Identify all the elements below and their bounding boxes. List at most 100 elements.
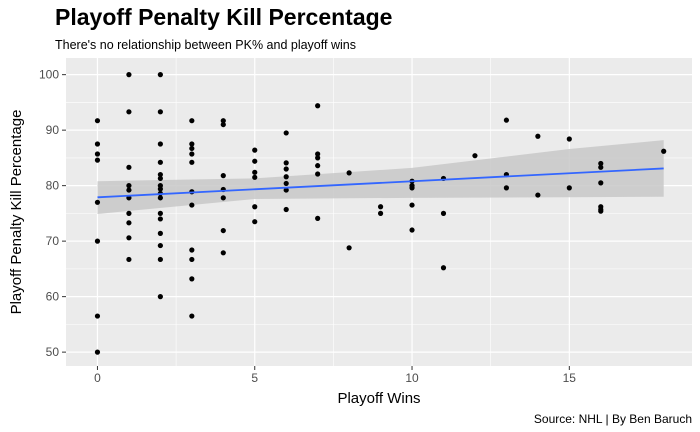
chart-title: Playoff Penalty Kill Percentage (55, 4, 393, 30)
data-point (598, 160, 604, 167)
data-point (220, 195, 226, 201)
data-point (283, 187, 289, 193)
confidence-band-area (97, 140, 664, 214)
data-point (440, 265, 447, 271)
data-point (189, 159, 195, 165)
data-point (189, 276, 195, 282)
data-point (157, 294, 163, 300)
data-point (220, 118, 226, 124)
data-point (157, 159, 163, 165)
data-point (283, 206, 289, 213)
data-point (189, 256, 195, 263)
data-point (94, 141, 101, 147)
data-point (346, 245, 352, 251)
data-point (283, 166, 289, 172)
data-point (315, 155, 321, 161)
data-point (157, 256, 163, 263)
trend-line-group (97, 167, 664, 199)
data-point (126, 164, 132, 170)
y-axis-label: Playoff Penalty Kill Percentage (8, 110, 25, 315)
data-point (252, 204, 258, 210)
data-point (535, 192, 541, 198)
data-point (252, 174, 258, 180)
data-point (409, 185, 415, 191)
data-point (346, 170, 352, 176)
data-point (126, 72, 132, 78)
data-point (94, 199, 101, 205)
data-point (126, 187, 132, 193)
data-point (220, 227, 226, 234)
data-point (315, 163, 321, 169)
data-point (126, 109, 132, 115)
data-point (126, 210, 132, 216)
data-point (535, 133, 541, 139)
data-point (503, 185, 510, 191)
y-tick-label: 50 (46, 345, 60, 359)
data-point (94, 313, 101, 319)
data-point (377, 210, 384, 216)
data-point (220, 173, 226, 179)
data-point (126, 220, 132, 226)
x-tick-label: 0 (94, 371, 101, 385)
data-point (94, 349, 101, 355)
data-point (157, 210, 163, 216)
data-point (157, 230, 163, 236)
data-point (252, 219, 258, 225)
confidence-band (97, 140, 664, 214)
data-point (157, 109, 163, 115)
data-point (189, 202, 195, 208)
data-point (94, 118, 101, 124)
data-point (157, 72, 163, 78)
trend-line (97, 167, 664, 199)
data-point (189, 247, 195, 253)
data-point (315, 103, 321, 109)
data-point (252, 169, 258, 175)
data-point (283, 174, 289, 180)
data-point (126, 256, 132, 263)
data-point (472, 153, 478, 159)
data-point (94, 151, 101, 157)
data-point (157, 195, 163, 201)
x-tick-label: 15 (563, 371, 577, 385)
data-point (189, 118, 195, 124)
data-point (157, 186, 163, 192)
data-point (409, 227, 415, 233)
data-point (189, 151, 195, 157)
y-tick-label: 100 (39, 68, 59, 82)
data-point (157, 175, 163, 182)
data-point (598, 208, 604, 214)
data-point (503, 117, 510, 123)
data-point (283, 180, 289, 187)
data-point (377, 204, 384, 210)
data-point (283, 160, 289, 166)
data-point (566, 136, 572, 142)
data-point (94, 238, 101, 244)
data-point (126, 235, 132, 241)
data-point (598, 164, 604, 170)
data-point (252, 147, 258, 153)
data-point (661, 148, 667, 154)
data-point (566, 185, 572, 191)
y-tick-label: 80 (46, 179, 60, 193)
data-point (315, 215, 321, 221)
data-points (94, 72, 667, 355)
data-point (157, 242, 163, 249)
y-tick-label: 90 (46, 123, 60, 137)
data-point (315, 151, 321, 157)
data-point (283, 130, 289, 136)
data-point (598, 180, 604, 186)
x-axis-label: Playoff Wins (337, 390, 420, 407)
data-point (252, 158, 258, 164)
chart-caption: Source: NHL | By Ben Baruch (533, 412, 692, 426)
data-point (189, 145, 195, 152)
x-tick-label: 5 (251, 371, 258, 385)
axes: 0 5 10 15 50 60 70 80 90 100 (39, 68, 576, 385)
data-point (126, 183, 132, 189)
data-point (409, 202, 415, 208)
data-point (157, 216, 163, 222)
data-point (189, 313, 195, 319)
data-point (220, 250, 226, 256)
data-point (94, 157, 101, 163)
data-point (440, 210, 447, 216)
